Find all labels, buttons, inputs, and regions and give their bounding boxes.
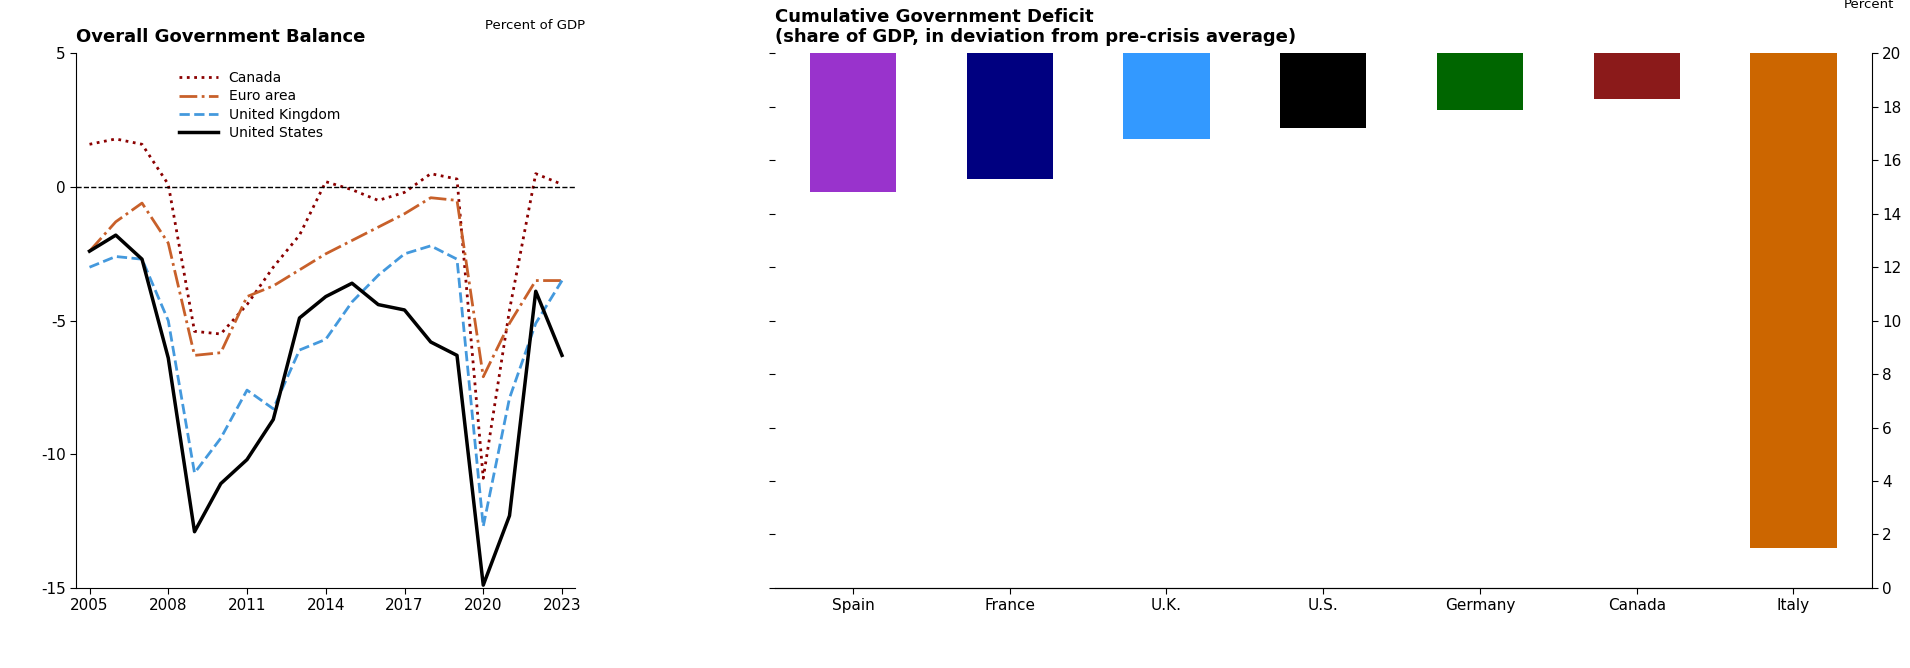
Canada [499,306,521,314]
United Kingdom [157,317,180,325]
Line: United Kingdom: United Kingdom [90,246,562,526]
Canada [340,186,363,194]
Canada [550,180,573,188]
Euro area [262,282,285,290]
Canada [288,231,311,239]
Canada [183,327,206,335]
Line: Canada: Canada [90,139,562,478]
Euro area [393,210,416,218]
United States [130,255,153,263]
Canada [420,170,443,178]
Euro area [472,373,495,381]
United Kingdom [183,469,206,477]
United States [288,314,311,322]
Euro area [130,199,153,207]
Bar [1280,53,1366,128]
United States [157,354,180,362]
Bar [966,53,1052,179]
Canada [130,140,153,148]
Euro area [235,293,258,301]
United States [420,338,443,346]
United Kingdom [78,263,101,271]
Euro area [499,319,521,327]
Text: Cumulative Government Deficit
(share of GDP, in deviation from pre-crisis averag: Cumulative Government Deficit (share of … [775,7,1295,46]
Euro area [78,247,101,255]
Canada [78,140,101,148]
United Kingdom [315,335,338,343]
Euro area [288,266,311,274]
United States [78,247,101,255]
Canada [105,135,128,143]
Euro area [523,277,546,285]
United Kingdom [130,255,153,263]
Euro area [315,250,338,258]
United Kingdom [262,405,285,413]
United States [499,512,521,520]
United Kingdom [523,319,546,327]
United Kingdom [550,277,573,285]
Euro area [340,236,363,244]
Euro area [183,351,206,359]
United Kingdom [235,386,258,394]
Text: Percent: Percent [1843,0,1893,11]
Canada [367,196,390,204]
United States [393,306,416,314]
United States [472,581,495,589]
United States [210,480,233,488]
United States [550,351,573,359]
Canada [315,178,338,186]
United States [445,351,468,359]
United States [523,287,546,295]
United Kingdom [393,250,416,258]
Canada [523,170,546,178]
United Kingdom [472,522,495,530]
Euro area [550,277,573,285]
United Kingdom [420,242,443,250]
United Kingdom [288,346,311,354]
Canada [235,301,258,309]
United Kingdom [105,253,128,261]
Line: United States: United States [90,235,562,585]
Bar [810,53,896,192]
United States [340,279,363,287]
United States [183,528,206,536]
Canada [262,263,285,271]
Canada [393,188,416,196]
Bar [1593,53,1679,99]
United Kingdom [445,255,468,263]
United States [262,415,285,424]
Legend: Canada, Euro area, United Kingdom, United States: Canada, Euro area, United Kingdom, Unite… [174,65,346,146]
United Kingdom [340,298,363,306]
Euro area [367,223,390,231]
Bar [1750,53,1837,548]
Canada [445,175,468,183]
Euro area [420,194,443,202]
United Kingdom [499,394,521,402]
Canada [157,180,180,188]
United Kingdom [210,434,233,442]
United States [315,293,338,301]
United States [235,456,258,464]
Euro area [210,349,233,357]
Bar [1123,53,1209,139]
Bar [1436,53,1522,110]
Text: Overall Government Balance: Overall Government Balance [76,28,367,46]
Euro area [445,196,468,204]
Canada [210,330,233,338]
Text: Percent of GDP: Percent of GDP [485,19,584,32]
Euro area [157,239,180,247]
United States [105,231,128,239]
Euro area [105,218,128,226]
United States [367,301,390,309]
Canada [472,474,495,482]
United Kingdom [367,271,390,279]
Line: Euro area: Euro area [90,198,562,377]
